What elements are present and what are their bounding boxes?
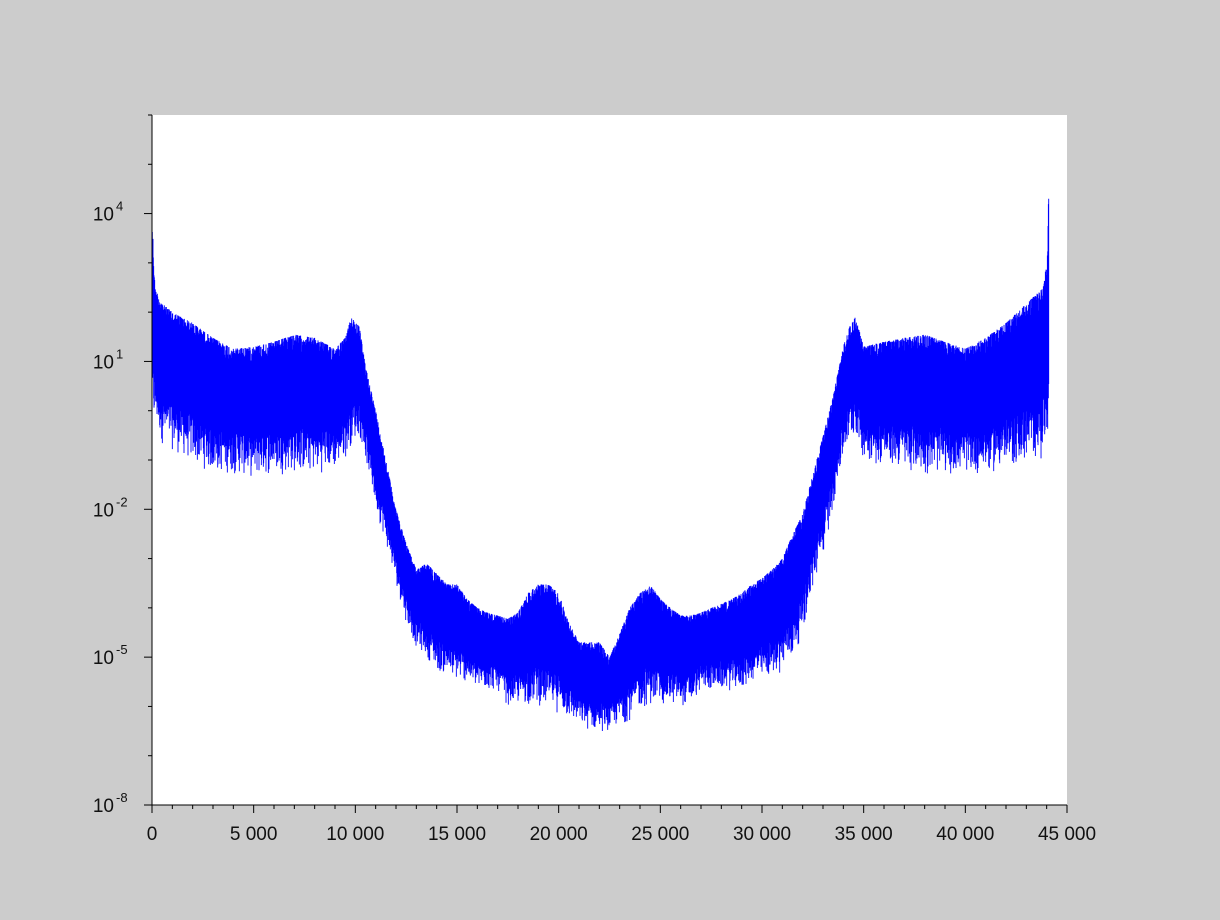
y-tick-label: 10 [93, 796, 114, 817]
x-tick-label: 5 000 [230, 824, 278, 845]
x-tick-label: 15 000 [428, 824, 486, 845]
y-tick-label: 10 [93, 648, 114, 669]
y-tick-label: 10 [93, 205, 114, 226]
x-tick-label: 40 000 [936, 824, 994, 845]
y-tick-base: 10 [93, 352, 114, 373]
y-tick-exponent: 4 [116, 199, 123, 214]
y-tick-exponent: -8 [116, 790, 128, 805]
y-tick-base: 10 [93, 796, 114, 817]
y-tick-label: 10 [93, 500, 114, 521]
y-tick-exponent: 1 [116, 346, 123, 361]
y-tick-base: 10 [93, 205, 114, 226]
x-tick-label: 25 000 [631, 824, 689, 845]
x-tick-label: 45 000 [1038, 824, 1096, 845]
y-tick-base: 10 [93, 500, 114, 521]
x-tick-label: 20 000 [530, 824, 588, 845]
x-tick-label: 30 000 [733, 824, 791, 845]
y-tick-base: 10 [93, 648, 114, 669]
x-tick-label: 10 000 [326, 824, 384, 845]
y-tick-label: 10 [93, 352, 114, 373]
y-tick-exponent: -5 [116, 642, 128, 657]
y-tick-exponent: -2 [116, 494, 128, 509]
x-tick-label: 35 000 [835, 824, 893, 845]
x-axis-ticks: 0 5 000 10 000 15 000 20 000 25 000 30 000 35 0… [147, 805, 1096, 845]
x-tick-label: 0 [147, 824, 158, 845]
